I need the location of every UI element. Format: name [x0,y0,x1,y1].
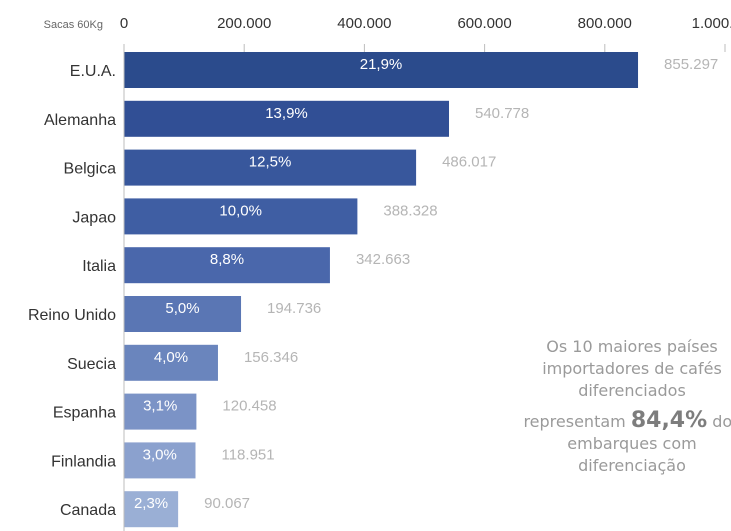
category-label: Finlandia [51,453,116,470]
summary-note: Os 10 maiores países importadores de caf… [512,336,731,477]
value-label: 90.067 [204,495,250,512]
bar [124,393,197,430]
x-axis-ticks: 0 200.000 400.000 600.000 800.000 1.000.000 [120,15,731,52]
category-label: E.U.A. [70,63,116,80]
bar-row: Finlandia 3,0% 118.951 [51,442,275,479]
x-tick-label: 0 [120,15,128,32]
bar [124,149,417,186]
category-label: Italia [82,258,116,275]
note-highlight-percent: 84,4% [630,408,708,433]
percent-label: 3,0% [143,446,177,463]
category-label: Alemanha [44,112,116,129]
percent-label: 4,0% [154,349,188,366]
percent-label: 13,9% [265,105,308,122]
x-tick-label: 800.000 [578,15,632,32]
note-line-3: diferenciados [578,381,686,400]
value-label: 486.017 [442,154,496,171]
category-label: Japao [72,209,116,226]
bar [124,247,330,284]
value-label: 156.346 [244,349,298,366]
value-label: 120.458 [222,398,276,415]
bar [124,344,218,381]
bar [124,100,450,137]
bar [124,491,179,528]
bar-row: Suecia 4,0% 156.346 [67,344,298,381]
category-label: Suecia [67,356,116,373]
bar [124,198,358,235]
percent-label: 12,5% [249,154,292,171]
note-line-6: diferenciação [578,456,686,475]
bar-row: Belgica 12,5% 486.017 [64,149,496,186]
note-line-4-post: dos [712,412,731,431]
note-line-5: embarques com [567,434,697,453]
percent-label: 10,0% [219,202,262,219]
value-label: 118.951 [221,446,274,463]
bar-row: Alemanha 13,9% 540.778 [44,100,529,137]
note-line-2: importadores de cafés [542,359,722,378]
note-line-1: Os 10 maiores países [546,337,718,356]
percent-label: 21,9% [360,56,403,73]
percent-label: 3,1% [143,398,177,415]
x-tick-label: 200.000 [217,15,271,32]
percent-label: 2,3% [134,495,168,512]
bar-row: Espanha 3,1% 120.458 [53,393,277,430]
value-label: 540.778 [475,105,529,122]
bar-row: Canada 2,3% 90.067 [60,491,250,528]
x-tick-label: 1.000.000 [692,15,731,32]
bar [124,296,242,332]
note-line-4-pre: representam [523,412,626,431]
bar-row: Reino Unido 5,0% 194.736 [28,296,321,332]
bar [124,52,639,88]
value-label: 388.328 [383,202,437,219]
x-tick-label: 600.000 [457,15,511,32]
value-label: 855.297 [664,56,718,73]
value-label: 194.736 [267,300,321,317]
category-label: Belgica [64,161,117,178]
bar-row: Italia 8,8% 342.663 [82,247,410,284]
value-label: 342.663 [356,251,410,268]
bars: E.U.A. 21,9% 855.297 Alemanha 13,9% 540.778 Be… [28,52,718,528]
axis-unit-label: Sacas 60Kg [44,19,103,31]
bar-row: E.U.A. 21,9% 855.297 [70,52,718,88]
bar-row: Japao 10,0% 388.328 [72,198,438,235]
category-label: Espanha [53,405,116,422]
x-tick-label: 400.000 [337,15,391,32]
category-label: Canada [60,502,116,519]
percent-label: 8,8% [210,251,244,268]
bar [124,442,196,479]
percent-label: 5,0% [165,300,199,317]
category-label: Reino Unido [28,307,116,324]
